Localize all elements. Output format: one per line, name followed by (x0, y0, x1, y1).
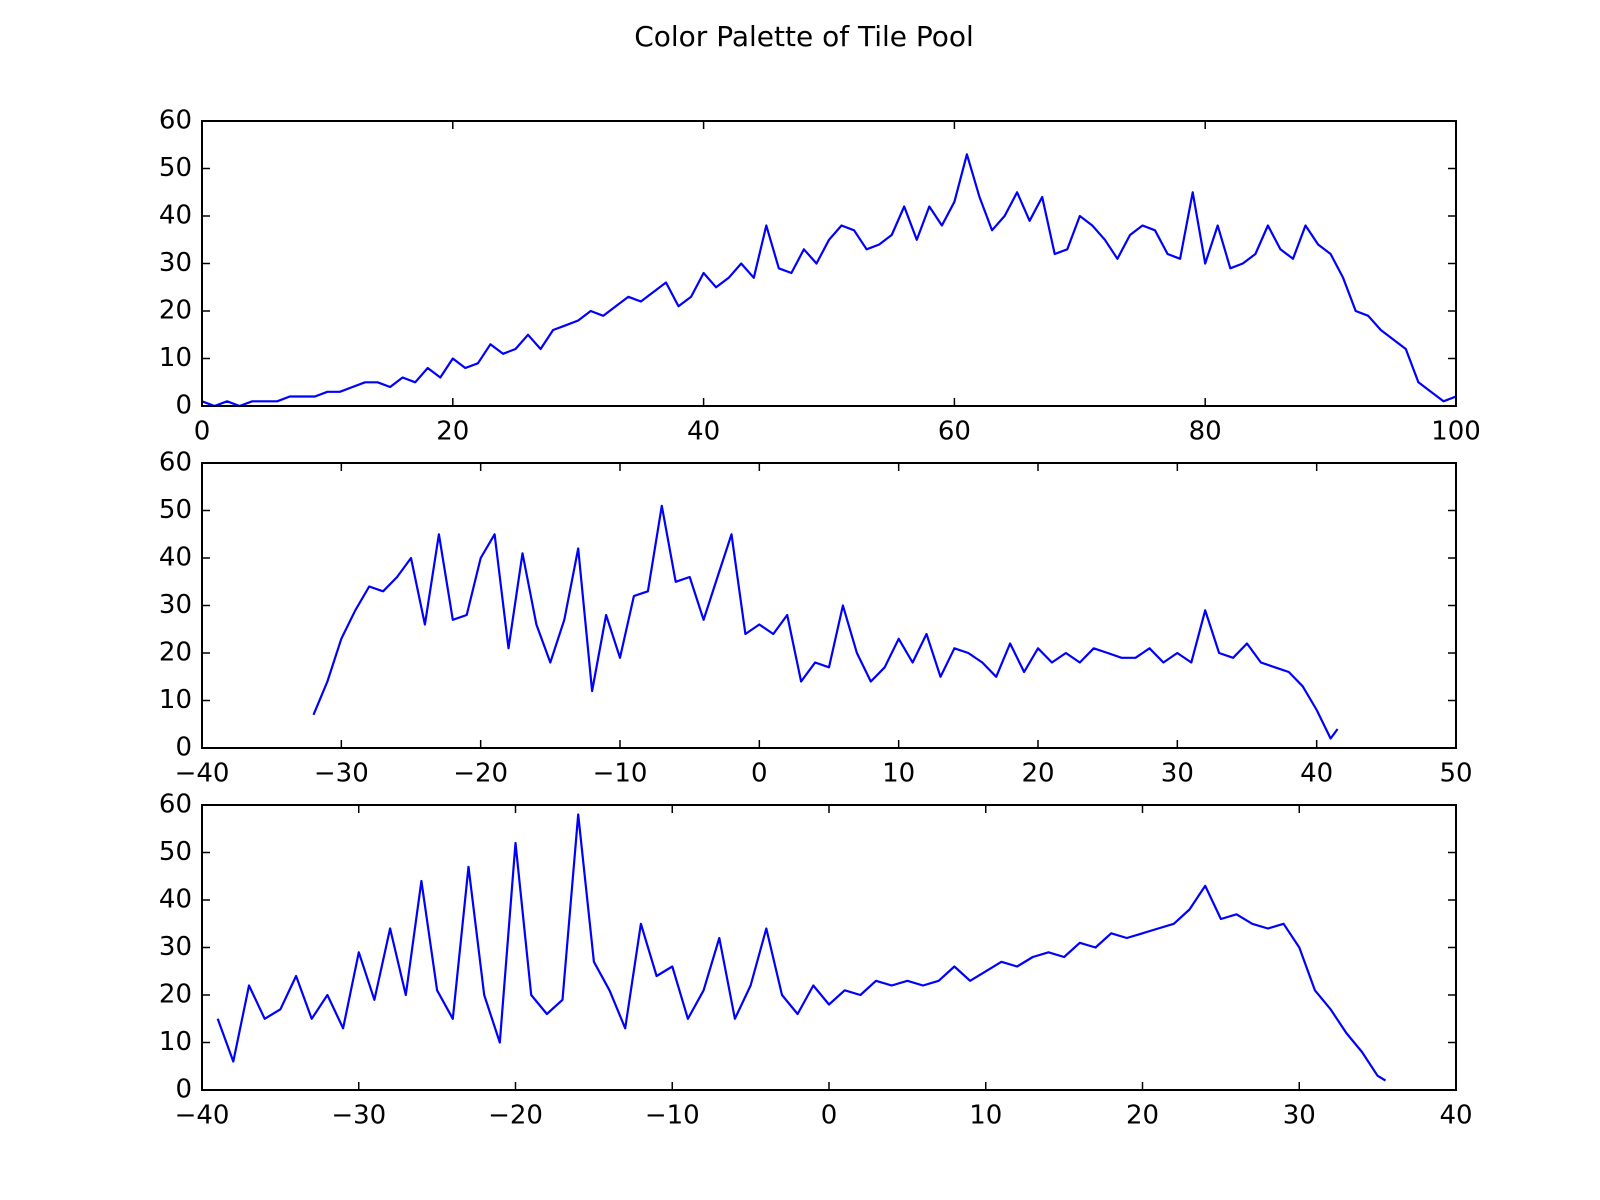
y-tick-label: 50 (159, 153, 192, 183)
x-tick-label: 10 (969, 1101, 1002, 1131)
y-tick-label: 20 (159, 296, 192, 326)
data-line (216, 813, 1387, 1082)
y-tick-label: 60 (159, 448, 192, 478)
plot-area (202, 463, 1456, 748)
y-tick-label: 20 (159, 638, 192, 668)
x-tick-label: −10 (593, 759, 648, 789)
y-tick-label: 30 (159, 248, 192, 278)
data-line (201, 153, 1457, 408)
x-tick-label: 100 (1431, 417, 1481, 447)
y-tick-label: 30 (159, 932, 192, 962)
data-line (312, 504, 1339, 740)
x-tick-label: 60 (938, 417, 971, 447)
axes-frame (201, 804, 1457, 1091)
x-tick-label: −40 (175, 759, 230, 789)
x-tick-label: 10 (882, 759, 915, 789)
x-tick-label: 20 (1126, 1101, 1159, 1131)
axes-frame (201, 120, 1457, 407)
plot-area (202, 121, 1456, 406)
x-tick-label: −10 (645, 1101, 700, 1131)
x-tick-label: 0 (821, 1101, 838, 1131)
x-tick-label: −30 (314, 759, 369, 789)
x-tick-label: −20 (453, 759, 508, 789)
figure-title: Color Palette of Tile Pool (634, 20, 974, 53)
y-tick-label: 60 (159, 790, 192, 820)
x-tick-label: 30 (1161, 759, 1194, 789)
y-tick-label: 0 (175, 1075, 192, 1105)
x-tick-label: 40 (1439, 1101, 1472, 1131)
x-tick-label: 80 (1189, 417, 1222, 447)
y-tick-label: 40 (159, 201, 192, 231)
x-tick-label: 0 (194, 417, 211, 447)
x-tick-label: 30 (1283, 1101, 1316, 1131)
y-tick-label: 40 (159, 885, 192, 915)
x-tick-label: −20 (488, 1101, 543, 1131)
y-tick-label: 50 (159, 837, 192, 867)
y-tick-label: 10 (159, 343, 192, 373)
x-tick-label: 40 (1300, 759, 1333, 789)
x-tick-label: −40 (175, 1101, 230, 1131)
axes-frame (201, 462, 1457, 749)
x-tick-label: −30 (331, 1101, 386, 1131)
x-tick-label: 20 (1021, 759, 1054, 789)
y-tick-label: 30 (159, 590, 192, 620)
y-tick-label: 40 (159, 543, 192, 573)
y-tick-label: 0 (175, 733, 192, 763)
y-tick-label: 50 (159, 495, 192, 525)
x-tick-label: 20 (436, 417, 469, 447)
y-tick-label: 60 (159, 106, 192, 136)
x-tick-label: 40 (687, 417, 720, 447)
x-tick-label: 50 (1439, 759, 1472, 789)
y-tick-label: 0 (175, 391, 192, 421)
plot-area (202, 805, 1456, 1090)
y-tick-label: 10 (159, 1027, 192, 1057)
y-tick-label: 20 (159, 980, 192, 1010)
y-tick-label: 10 (159, 685, 192, 715)
x-tick-label: 0 (751, 759, 768, 789)
